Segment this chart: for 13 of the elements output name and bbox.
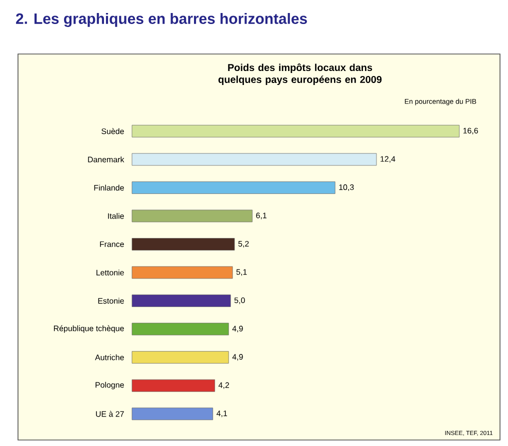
bar bbox=[132, 238, 235, 250]
bar bbox=[132, 181, 336, 194]
bar bbox=[132, 408, 214, 420]
bar bbox=[132, 351, 229, 364]
text: 2. Les graphiques en barres horizontales bbox=[16, 12, 307, 27]
bar bbox=[132, 379, 216, 392]
chart-title: Poids des impôts locaux dans quelques pays européens en 2009 bbox=[218, 64, 382, 85]
bar bbox=[132, 124, 460, 138]
bar bbox=[132, 294, 231, 307]
bar bbox=[132, 266, 233, 279]
bar bbox=[132, 153, 377, 166]
bar bbox=[132, 210, 252, 222]
bar bbox=[132, 322, 229, 336]
